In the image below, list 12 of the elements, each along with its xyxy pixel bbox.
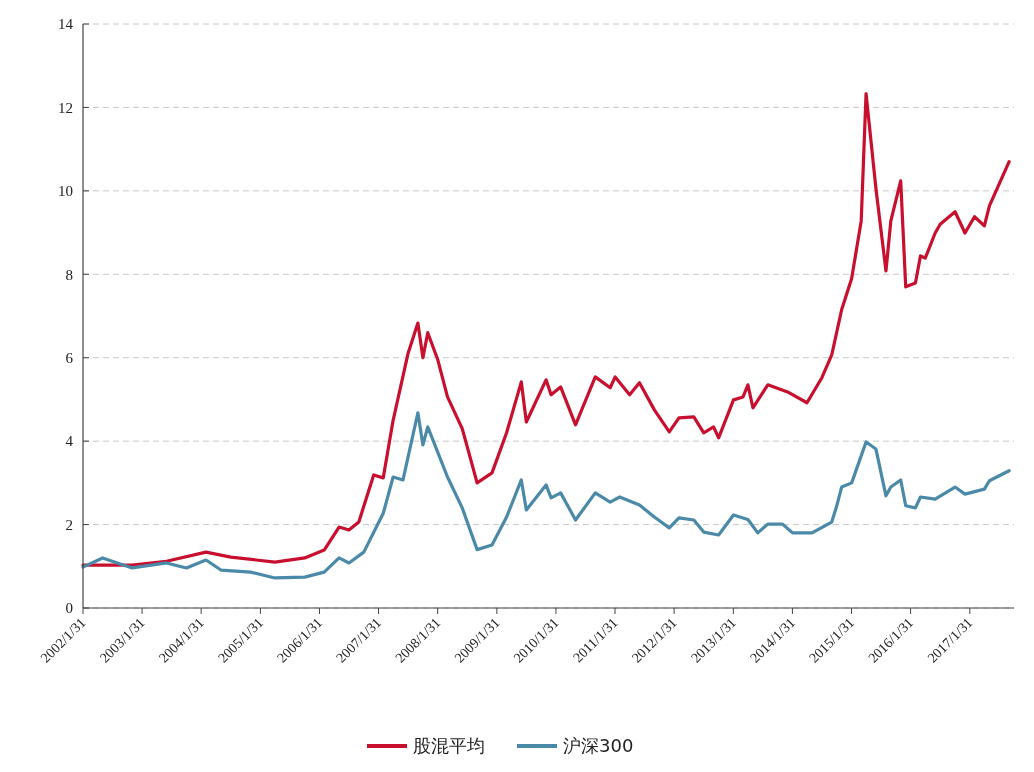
y-tick-label: 8	[65, 266, 73, 283]
y-tick-label: 6	[65, 349, 74, 366]
y-tick-label: 4	[65, 433, 74, 450]
y-tick-label: 14	[58, 16, 74, 33]
legend-label: 股混平均	[413, 735, 485, 757]
line-series	[81, 92, 1011, 567]
y-tick-label: 0	[65, 600, 73, 617]
line-series	[81, 411, 1011, 580]
y-tick-label: 10	[58, 183, 73, 200]
y-tick-label: 12	[58, 99, 73, 116]
legend-label: 沪深300	[563, 735, 634, 757]
y-tick-label: 2	[65, 516, 73, 533]
